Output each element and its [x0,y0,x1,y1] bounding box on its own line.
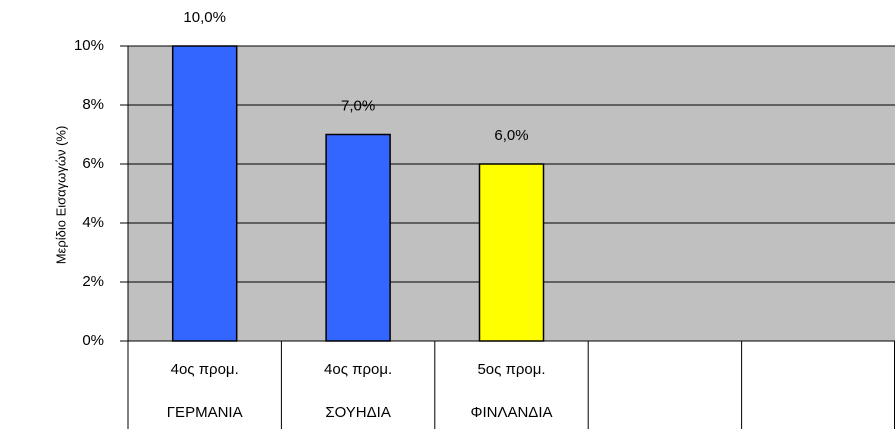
x-subcategory-label: 5ος προμ. [477,361,545,378]
y-tick-label: 4% [82,214,104,231]
x-tick-label: ΦΙΝΛΑΝΔΙΑ [470,404,552,421]
x-tick-label: ΣΟΥΗΔΙΑ [325,404,391,421]
value-label: 10,0% [183,9,226,26]
y-axis-label: Μερίδιο Εισαγωγών (%) [53,126,68,265]
y-tick-label: 6% [82,155,104,172]
x-tick-label: ΓΕΡΜΑΝΙΑ [167,404,243,421]
x-subcategory-label: 4ος προμ. [171,361,239,378]
value-label: 7,0% [341,97,375,114]
y-tick-label: 10% [74,37,104,54]
bar [478,163,545,342]
y-tick-label: 0% [82,332,104,349]
bar [325,133,391,342]
y-tick-label: 8% [82,96,104,113]
x-subcategory-label: 4ος προμ. [324,361,392,378]
value-label: 6,0% [494,127,528,144]
bar [171,45,238,342]
y-tick-label: 2% [82,273,104,290]
